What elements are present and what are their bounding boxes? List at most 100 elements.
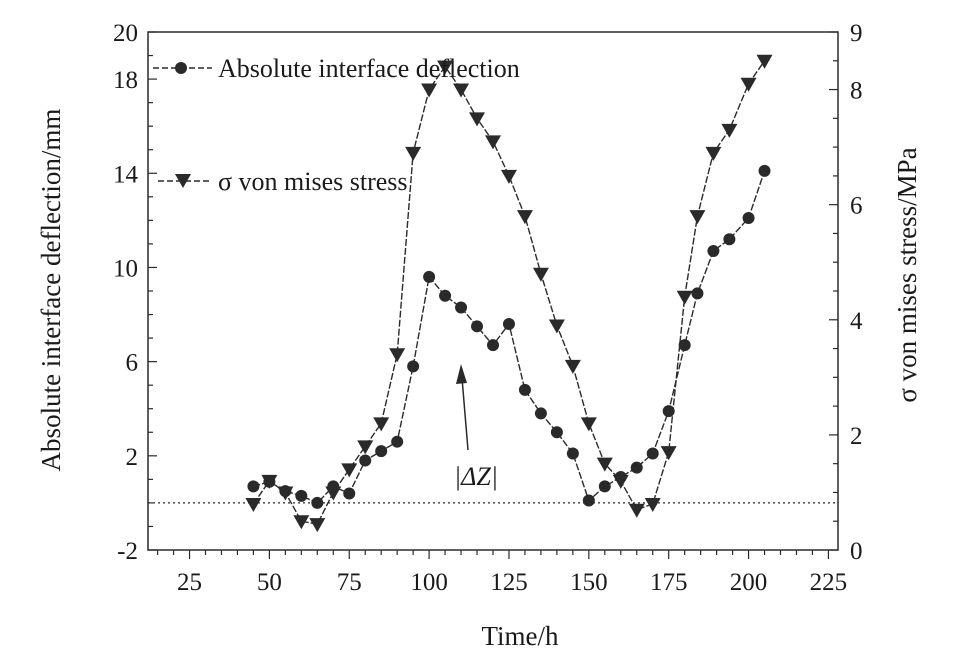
y-axis-right-label: σ von mises stress/MPa <box>892 147 922 402</box>
deflection-point <box>455 301 468 314</box>
legend-item-deflection: Absolute interface deflection <box>153 54 520 83</box>
stress-point <box>485 135 501 150</box>
y-axis-left-label: Absolute interface deflection/mm <box>36 109 66 472</box>
deflection-point <box>247 480 260 493</box>
deflection-point <box>678 339 691 352</box>
deflection-point <box>423 270 436 283</box>
deflection-point <box>487 339 499 352</box>
x-tick-label: 100 <box>410 569 448 596</box>
deflection-point <box>343 487 356 500</box>
deflection-point <box>723 233 736 246</box>
x-tick-label: 25 <box>177 569 202 596</box>
y-left-tick-label: 6 <box>126 350 139 377</box>
stress-point <box>756 54 773 69</box>
x-tick-label: 125 <box>490 569 528 596</box>
x-tick-label: 200 <box>730 569 768 596</box>
deflection-point <box>311 496 324 509</box>
stress-point <box>548 319 565 334</box>
stress-point <box>389 348 406 363</box>
deflection-point <box>582 494 595 507</box>
y-right-tick-label: 4 <box>850 308 863 335</box>
stress-point <box>676 290 693 305</box>
x-tick-label: 150 <box>570 569 608 596</box>
stress-point <box>612 474 629 489</box>
stress-point <box>689 210 706 225</box>
stress-point <box>740 77 757 92</box>
deflection-point <box>391 435 404 448</box>
x-axis-label: Time/h <box>481 621 559 651</box>
annotation-arrow <box>461 377 469 451</box>
y-right-tick-label: 2 <box>850 423 863 450</box>
deflection-point <box>518 383 531 396</box>
y-left-tick-label: -2 <box>117 538 138 565</box>
stress-point <box>261 474 278 489</box>
stress-point <box>532 267 549 282</box>
deflection-point <box>691 287 704 300</box>
stress-point <box>373 417 390 432</box>
x-tick-label: 50 <box>257 569 282 596</box>
stress-point <box>421 83 438 98</box>
deflection-point <box>502 317 515 330</box>
deflection-point <box>471 320 484 333</box>
deflection-series-line <box>253 170 766 504</box>
annotation-arrowhead <box>456 364 467 384</box>
deflection-point <box>407 360 420 373</box>
deflection-point <box>630 461 643 474</box>
legend-item-stress: σ von mises stress <box>158 167 408 196</box>
deflection-point <box>758 164 771 177</box>
stress-point <box>500 169 517 184</box>
deflection-point <box>598 480 611 493</box>
stress-point <box>564 359 581 374</box>
deflection-point <box>375 445 388 458</box>
stress-point <box>721 123 738 138</box>
deflection-point <box>662 405 675 418</box>
stress-point <box>309 518 326 533</box>
deflection-point <box>295 489 308 502</box>
deflection-point <box>550 426 563 439</box>
y-right-tick-label: 9 <box>850 20 863 47</box>
stress-point <box>277 486 294 501</box>
stress-point <box>293 515 310 530</box>
deflection-point <box>566 447 579 460</box>
stress-point <box>705 146 722 161</box>
series-markers <box>245 54 773 533</box>
deflection-point <box>439 289 452 302</box>
deflection-point <box>534 407 547 420</box>
y-right-tick-label: 8 <box>850 78 863 105</box>
stress-point <box>325 486 342 501</box>
y-left-tick-label: 10 <box>113 255 138 282</box>
stress-point <box>357 440 374 455</box>
stress-point <box>628 503 645 518</box>
deflection-point <box>359 454 372 467</box>
stress-point <box>245 497 262 512</box>
stress-point <box>341 463 358 478</box>
x-tick-label: 225 <box>810 569 848 596</box>
legend-triangle-marker <box>175 174 191 188</box>
deflection-point <box>707 244 720 257</box>
stress-point <box>437 60 454 75</box>
stress-point <box>405 146 422 161</box>
legend: Absolute interface deflection σ von mise… <box>153 54 520 196</box>
y-left-tick-label: 14 <box>113 161 139 188</box>
x-tick-label: 75 <box>337 569 362 596</box>
annotation-delta-z: |ΔZ| <box>454 462 498 491</box>
y-left-tick-label: 2 <box>126 444 139 471</box>
stress-point <box>596 457 613 472</box>
legend-label-stress: σ von mises stress <box>218 167 408 196</box>
y-right-tick-label: 0 <box>850 538 863 565</box>
legend-circle-marker <box>175 62 187 74</box>
stress-point <box>644 497 661 512</box>
stress-point <box>453 83 470 98</box>
deflection-point <box>742 212 755 225</box>
x-tick-label: 175 <box>650 569 688 596</box>
deflection-point <box>646 447 659 460</box>
y-left-tick-label: 18 <box>113 67 138 94</box>
y-right-tick-label: 6 <box>850 193 863 220</box>
axes: 25 50 75 100 125 150 175 200 225-226101418200246… <box>113 20 863 596</box>
stress-point <box>580 417 597 432</box>
y-left-tick-label: 20 <box>113 20 138 47</box>
stress-point <box>660 446 677 461</box>
stress-point <box>469 112 486 127</box>
stress-point <box>516 210 533 225</box>
